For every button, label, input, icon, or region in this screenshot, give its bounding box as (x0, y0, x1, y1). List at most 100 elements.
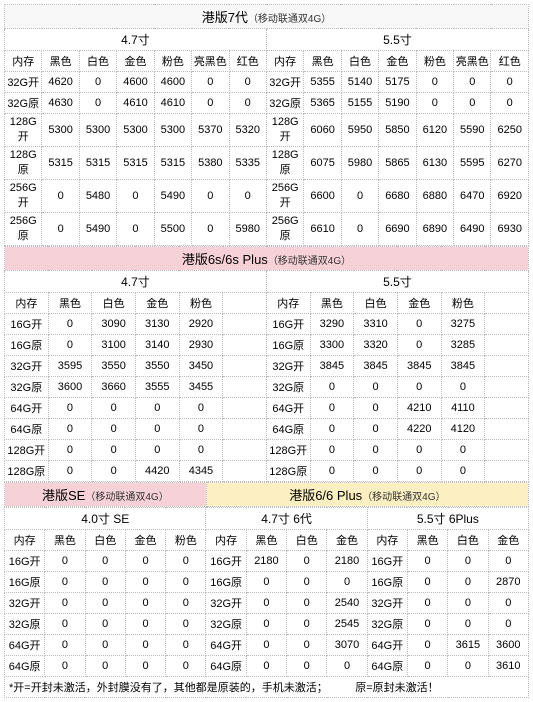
cell: 5155 (341, 93, 378, 114)
cell: 0 (287, 635, 327, 656)
cell: 0 (310, 419, 354, 440)
cell: 6120 (416, 114, 453, 147)
cell: 4210 (397, 398, 441, 419)
cell: 0 (407, 656, 447, 677)
cell: 5335 (229, 147, 266, 180)
cell: 0 (45, 635, 85, 656)
mem-label: 64G开 (5, 398, 49, 419)
cell: 5315 (79, 147, 116, 180)
table-se-6-hdr: 港版SE（移动联通双4G） 港版6/6 Plus（移动联通双4G） (4, 482, 529, 507)
cell: 3845 (354, 356, 398, 377)
cell: 0 (179, 419, 223, 440)
cell: 5980 (341, 147, 378, 180)
cell: 0 (229, 93, 266, 114)
col-header: 粉色 (416, 51, 453, 72)
spacer (485, 314, 529, 335)
cell: 3300 (310, 335, 354, 356)
cell: 5980 (229, 213, 266, 246)
table-row: 64G开000064G开00307064G开036153600 (5, 635, 529, 656)
cell: 0 (135, 398, 179, 419)
cell: 5300 (117, 114, 154, 147)
mem-label: 256G开 (266, 180, 303, 213)
cell: 0 (448, 551, 488, 572)
cell: 5315 (42, 147, 79, 180)
cell: 5300 (42, 114, 79, 147)
cell: 0 (441, 377, 485, 398)
col-header: 黑色 (48, 293, 92, 314)
cell: 0 (327, 572, 367, 593)
mem-label: 16G原 (206, 572, 246, 593)
cell: 5950 (341, 114, 378, 147)
cell: 6130 (416, 147, 453, 180)
cell: 0 (125, 551, 165, 572)
col-header: 亮黑色 (192, 51, 229, 72)
cell: 5865 (379, 147, 416, 180)
col-header: 白色 (448, 530, 488, 551)
mem-label: 32G原 (5, 377, 49, 398)
cell: 6490 (454, 213, 491, 246)
cell: 5315 (117, 147, 154, 180)
cell: 0 (354, 377, 398, 398)
cell: 0 (79, 72, 116, 93)
spacer (485, 398, 529, 419)
cell: 5365 (304, 93, 341, 114)
cell: 0 (85, 656, 125, 677)
cell: 2920 (179, 314, 223, 335)
cell: 0 (117, 180, 154, 213)
cell: 3100 (92, 335, 136, 356)
cell: 0 (135, 440, 179, 461)
col-header: 粉色 (154, 51, 191, 72)
cell: 0 (42, 213, 79, 246)
mem-label: 32G原 (266, 377, 310, 398)
col-header: 内存 (5, 293, 49, 314)
cell: 5140 (341, 72, 378, 93)
cell: 0 (246, 635, 286, 656)
cell: 0 (85, 551, 125, 572)
cell: 0 (354, 398, 398, 419)
cell: 3455 (179, 377, 223, 398)
col-header: 黑色 (246, 530, 286, 551)
cell: 0 (125, 656, 165, 677)
cell: 0 (354, 440, 398, 461)
size-47: 4.7寸 (5, 29, 267, 51)
cell: 5500 (154, 213, 191, 246)
hdr-se: 港版SE（移动联通双4G） (5, 483, 207, 507)
mem-label: 64G原 (5, 419, 49, 440)
col-header: 内存 (206, 530, 246, 551)
cell: 0 (45, 551, 85, 572)
cell: 3550 (92, 356, 136, 377)
cell: 0 (397, 377, 441, 398)
cell: 0 (92, 398, 136, 419)
cell: 5300 (79, 114, 116, 147)
cell: 3610 (488, 656, 528, 677)
cell: 5355 (304, 72, 341, 93)
cell: 3555 (135, 377, 179, 398)
cell: 2180 (327, 551, 367, 572)
table-row: 256G原054900550005980256G原661006690689064… (5, 213, 529, 246)
col-header: 白色 (79, 51, 116, 72)
cell: 5300 (154, 114, 191, 147)
cell: 6930 (491, 213, 529, 246)
mem-label: 64G开 (5, 635, 45, 656)
cell: 4110 (441, 398, 485, 419)
spacer (485, 356, 529, 377)
cell: 0 (92, 440, 136, 461)
cell: 3845 (397, 356, 441, 377)
mem-label: 256G开 (5, 180, 42, 213)
mem-label: 32G开 (266, 356, 310, 377)
cell: 2180 (246, 551, 286, 572)
cell: 0 (310, 398, 354, 419)
cell: 0 (192, 93, 229, 114)
cell: 0 (341, 180, 378, 213)
mem-label: 32G开 (367, 593, 407, 614)
cell: 0 (246, 572, 286, 593)
cell: 6880 (416, 180, 453, 213)
cell: 3450 (179, 356, 223, 377)
cell: 5190 (379, 93, 416, 114)
cell: 4610 (117, 93, 154, 114)
mem-label: 128G原 (266, 461, 310, 482)
cell: 4600 (154, 72, 191, 93)
cell: 0 (92, 461, 136, 482)
table-row: 32G原46300461046100032G原536551555190000 (5, 93, 529, 114)
cell: 0 (287, 656, 327, 677)
